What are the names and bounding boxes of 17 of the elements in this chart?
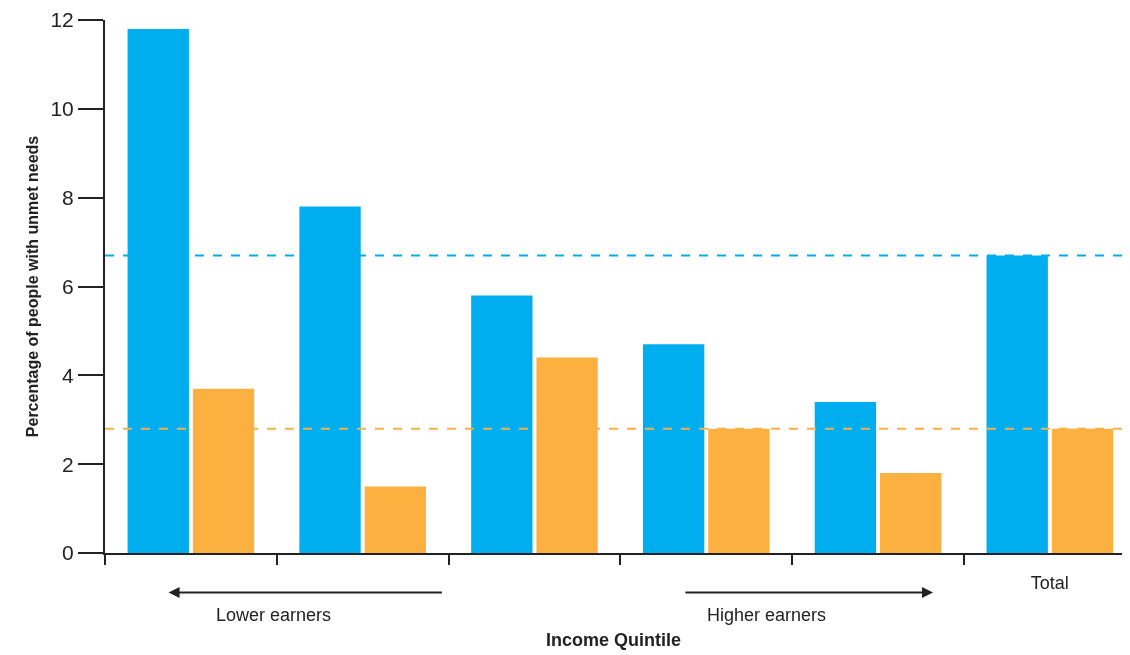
bar (880, 473, 942, 553)
bar (364, 486, 427, 553)
x-tick-label: Total (1030, 572, 1069, 593)
bar (642, 344, 705, 553)
x-axis-title: Income Quintile (545, 630, 682, 651)
y-tick-label: 0 (62, 541, 74, 565)
bar (471, 295, 533, 553)
y-tick-label: 10 (50, 97, 74, 121)
y-axis-title: Percentage of people with unmet needs (23, 135, 41, 438)
bar (814, 401, 877, 553)
y-tick-label: 4 (62, 363, 75, 387)
y-tick-label: 2 (62, 452, 74, 476)
y-tick-label: 6 (62, 274, 74, 298)
y-tick-label: 12 (50, 8, 74, 32)
text: Higher earners (707, 605, 827, 625)
y-tick-label: 8 (62, 186, 74, 210)
text: Lower earners (216, 605, 332, 625)
